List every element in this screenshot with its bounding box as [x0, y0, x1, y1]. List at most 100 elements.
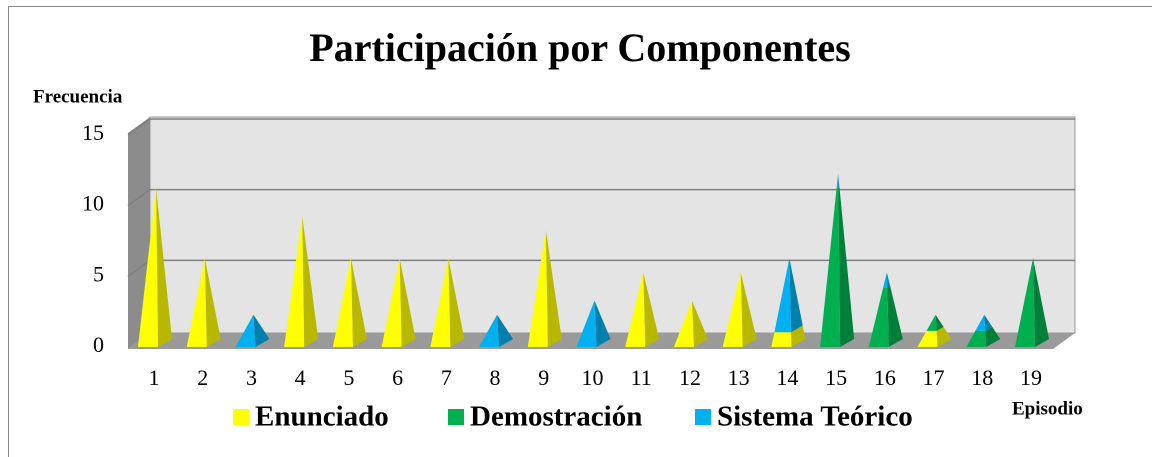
x-axis-label: Episodio: [1012, 398, 1083, 419]
pyramid-face: [253, 314, 270, 347]
grid-line: [127, 118, 1075, 136]
y-tick-label: 5: [93, 261, 104, 286]
x-tick-label: 7: [441, 365, 452, 390]
pyramid-face: [917, 330, 938, 347]
pyramid-face: [838, 173, 840, 188]
pyramid-segment: [771, 325, 806, 347]
pyramid-face: [448, 258, 465, 347]
pyramid-face: [235, 314, 256, 347]
pyramid-segment: [284, 215, 319, 347]
pyramid-face: [576, 300, 597, 347]
pyramid-face: [643, 272, 660, 347]
x-tick-label: 2: [197, 365, 208, 390]
pyramid-segment: [186, 258, 221, 347]
pyramid-face: [399, 258, 416, 347]
x-tick-label: 10: [582, 365, 604, 390]
pyramid-face: [1033, 258, 1049, 347]
x-tick-label: 13: [728, 365, 750, 390]
pyramid-face: [936, 326, 952, 347]
pyramid-face: [138, 187, 158, 347]
pyramid-face: [302, 215, 319, 347]
legend-label: Demostración: [470, 401, 642, 433]
pyramid-segment: [673, 300, 708, 347]
pyramid-face: [204, 258, 221, 347]
pyramid-face: [791, 325, 806, 347]
x-tick-label: 3: [246, 365, 257, 390]
pyramid-face: [186, 258, 207, 347]
x-tick-label: 9: [538, 365, 549, 390]
pyramid-segment: [883, 272, 891, 288]
pyramid-segment: [430, 258, 465, 347]
pyramid-segment: [527, 229, 562, 347]
pyramid-face: [926, 314, 937, 331]
pyramid-segment: [576, 300, 611, 347]
chart-title: Participación por Componentes: [309, 25, 850, 70]
x-tick-label: 14: [776, 365, 798, 390]
legend-label: Enunciado: [255, 401, 389, 433]
x-tick-label: 4: [295, 365, 306, 390]
pyramid-face: [887, 285, 903, 347]
pyramid-face: [545, 229, 562, 347]
x-tick-label: 17: [923, 365, 945, 390]
x-tick-label: 5: [343, 365, 354, 390]
pyramid-face: [868, 287, 889, 347]
pyramid-segment: [138, 187, 172, 347]
grid-line: [127, 188, 1075, 207]
pyramid-segment: [975, 314, 993, 331]
pyramid-face: [789, 258, 803, 333]
pyramid-segment: [966, 326, 1001, 347]
legend-swatch: [695, 409, 711, 425]
pyramid-face: [691, 300, 708, 347]
pyramid-face: [838, 187, 855, 347]
pyramid-face: [771, 332, 792, 347]
pyramid-face: [594, 300, 611, 347]
legend-swatch: [448, 409, 464, 425]
pyramid-face: [836, 173, 839, 188]
x-tick-label: 19: [1020, 365, 1042, 390]
y-tick-label: 0: [93, 332, 104, 357]
pyramid-segment: [926, 314, 944, 331]
x-tick-label: 6: [392, 365, 403, 390]
pyramid-face: [975, 314, 986, 331]
x-tick-label: 18: [971, 365, 993, 390]
pyramid-segment: [820, 187, 855, 347]
x-tick-label: 11: [631, 365, 652, 390]
pyramid-segment: [917, 326, 952, 347]
pyramid-face: [527, 229, 548, 347]
pyramid-face: [935, 314, 944, 331]
pyramid-face: [430, 258, 451, 347]
legend-swatch: [233, 409, 249, 425]
pyramid-segment: [235, 314, 270, 347]
pyramid-face: [740, 272, 757, 347]
pyramid-face: [497, 314, 514, 347]
pyramid-face: [1015, 258, 1035, 347]
legend-label: Sistema Teórico: [717, 401, 913, 433]
pyramid-face: [479, 314, 500, 347]
pyramid-face: [966, 330, 987, 347]
y-axis-label: Frecuencia: [33, 86, 123, 107]
pyramid-face: [883, 272, 888, 288]
x-tick-label: 15: [825, 365, 847, 390]
pyramid-segment: [625, 272, 660, 347]
y-tick-label: 10: [82, 191, 104, 216]
pyramid-segment: [1015, 258, 1049, 347]
back-wall: [149, 116, 1076, 334]
pyramid-segment: [381, 258, 416, 347]
pyramid-face: [774, 258, 792, 333]
pyramid-segment: [774, 258, 803, 333]
pyramid-segment: [722, 272, 757, 347]
pyramid-face: [350, 258, 367, 347]
pyramid-face: [984, 314, 993, 331]
pyramid-face: [985, 326, 1001, 347]
pyramid-face: [381, 258, 402, 347]
x-tick-label: 8: [490, 365, 501, 390]
pyramid-segment: [836, 173, 840, 188]
pyramid-segment: [868, 285, 903, 347]
x-tick-label: 16: [874, 365, 896, 390]
x-tick-label: 12: [679, 365, 701, 390]
pyramid-face: [625, 272, 646, 347]
y-tick-label: 15: [82, 120, 104, 145]
x-tick-label: 1: [149, 365, 160, 390]
pyramid-face: [820, 187, 841, 347]
